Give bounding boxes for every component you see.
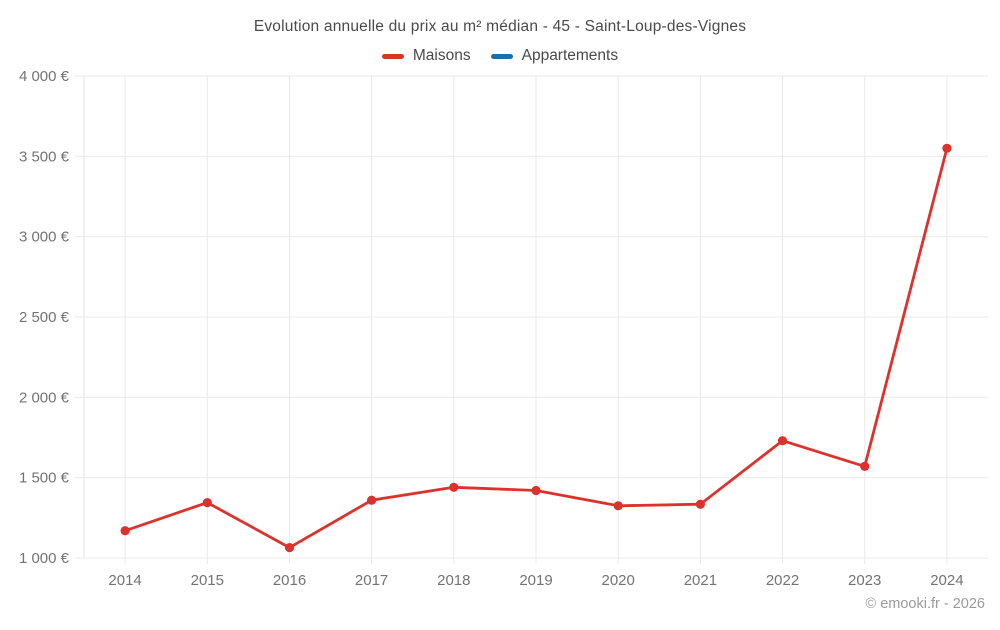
maisons-data-point[interactable] — [202, 498, 212, 508]
x-axis-tick-label: 2024 — [930, 572, 963, 589]
x-axis-tick-label: 2022 — [766, 572, 799, 589]
maisons-data-point[interactable] — [777, 436, 788, 446]
maisons-data-point[interactable] — [613, 501, 623, 511]
y-axis-tick-label: 2 500 € — [19, 309, 70, 326]
maisons-data-point[interactable] — [860, 461, 870, 471]
x-axis-tick-label: 2016 — [273, 572, 306, 589]
y-axis-tick-label: 3 500 € — [19, 148, 70, 165]
y-axis-tick-label: 3 000 € — [19, 229, 70, 246]
y-axis-tick-label: 1 000 € — [19, 550, 70, 567]
legend-label-maisons: Maisons — [412, 47, 471, 64]
maisons-data-point[interactable] — [531, 485, 541, 496]
maisons-data-point[interactable] — [367, 495, 377, 505]
x-axis-tick-label: 2020 — [602, 572, 635, 589]
maisons-series-swatch-icon — [381, 53, 404, 59]
maisons-data-point[interactable] — [449, 482, 459, 492]
y-axis-tick-label: 4 000 € — [19, 68, 70, 85]
legend-label-appartements: Appartements — [521, 47, 619, 64]
legend-item-appartements[interactable]: Appartements — [490, 47, 619, 65]
y-axis-tick-label: 2 000 € — [19, 389, 70, 406]
chart-title: Evolution annuelle du prix au m² médian … — [253, 18, 747, 35]
x-axis-tick-label: 2023 — [848, 572, 881, 589]
maisons-data-point[interactable] — [284, 543, 295, 553]
maisons-data-point[interactable] — [120, 526, 130, 536]
chart-legend: Maisons Appartements — [0, 47, 1000, 65]
x-axis-tick-label: 2021 — [684, 572, 717, 589]
maisons-data-point[interactable] — [695, 499, 706, 509]
x-axis-tick-label: 2015 — [191, 572, 224, 589]
legend-item-maisons[interactable]: Maisons — [381, 47, 471, 65]
y-axis-tick-label: 1 500 € — [19, 470, 70, 487]
appartements-series-swatch-icon — [490, 53, 513, 59]
maisons-data-point[interactable] — [942, 143, 952, 153]
x-axis-tick-label: 2014 — [108, 572, 141, 589]
watermark-credit: © emooki.fr - 2026 — [865, 596, 985, 612]
x-axis-tick-label: 2019 — [519, 572, 552, 589]
x-axis-tick-label: 2017 — [355, 572, 388, 589]
x-axis-tick-label: 2018 — [437, 572, 470, 589]
